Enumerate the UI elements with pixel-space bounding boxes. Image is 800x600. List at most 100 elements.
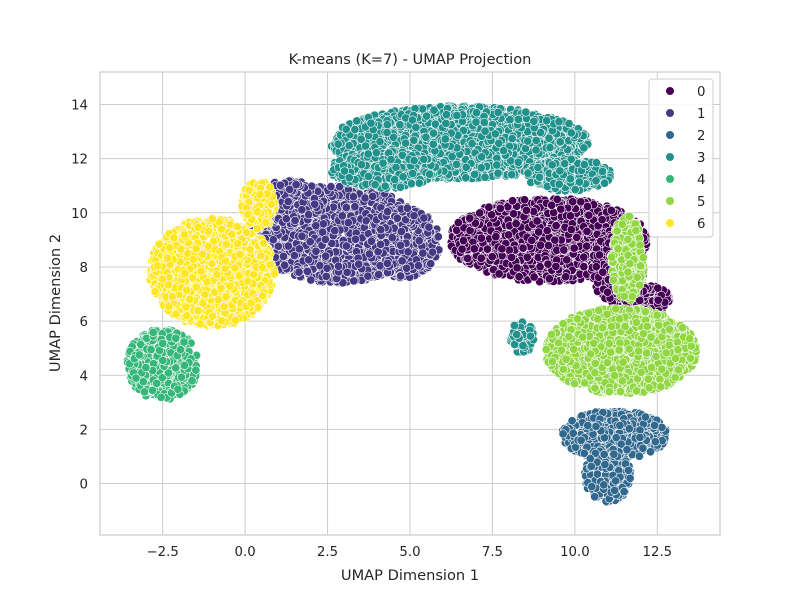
data-point <box>311 221 321 231</box>
data-point <box>536 240 546 250</box>
data-point <box>469 244 479 254</box>
data-point <box>297 231 307 241</box>
data-point <box>653 295 663 305</box>
data-point <box>465 213 475 223</box>
data-point <box>476 253 486 263</box>
data-point <box>283 241 293 251</box>
data-point <box>550 235 560 245</box>
data-point <box>458 236 468 246</box>
data-point <box>457 244 467 254</box>
data-point <box>453 218 463 228</box>
data-point <box>396 227 406 237</box>
data-point <box>350 202 360 212</box>
data-point <box>582 241 592 251</box>
data-point <box>426 259 436 269</box>
data-point <box>475 208 485 218</box>
data-point <box>562 255 572 265</box>
data-point <box>364 249 374 259</box>
data-point <box>522 252 532 262</box>
data-point <box>507 252 517 262</box>
data-point <box>413 261 423 271</box>
data-point <box>565 211 575 221</box>
data-point <box>486 210 496 220</box>
data-point <box>305 237 315 247</box>
data-point <box>368 191 378 201</box>
data-point <box>511 219 521 229</box>
data-point <box>306 275 316 285</box>
data-point <box>582 226 592 236</box>
data-point <box>579 252 589 262</box>
data-point <box>320 234 330 244</box>
data-point <box>280 260 290 270</box>
data-point <box>382 258 392 268</box>
data-point <box>418 248 428 258</box>
data-point <box>561 272 571 282</box>
data-point <box>507 196 517 206</box>
data-point <box>514 272 524 282</box>
data-point <box>283 197 293 207</box>
data-point <box>396 271 406 281</box>
data-point <box>348 192 358 202</box>
data-point <box>268 235 278 245</box>
data-point <box>584 210 594 220</box>
data-point <box>428 247 438 257</box>
data-point <box>333 261 343 271</box>
data-point <box>556 204 566 214</box>
data-point <box>275 180 285 190</box>
data-point <box>354 259 364 269</box>
data-point <box>594 250 604 260</box>
data-point <box>341 203 351 213</box>
data-point <box>491 232 501 242</box>
data-point <box>527 235 537 245</box>
data-point <box>424 222 434 232</box>
data-point <box>402 263 412 273</box>
data-point <box>278 251 288 261</box>
data-point <box>310 199 320 209</box>
data-point <box>569 243 579 253</box>
data-point <box>551 221 561 231</box>
data-point <box>374 269 384 279</box>
data-point <box>363 271 373 281</box>
data-point <box>566 225 576 235</box>
data-point <box>281 214 291 224</box>
data-point <box>382 207 392 217</box>
data-point <box>606 206 616 216</box>
data-point <box>360 193 370 203</box>
data-point <box>397 256 407 266</box>
data-point <box>341 241 351 251</box>
data-point <box>294 244 304 254</box>
data-point <box>504 230 514 240</box>
data-point <box>518 243 528 253</box>
data-point <box>433 232 443 242</box>
data-point <box>291 180 301 190</box>
data-point <box>463 253 473 263</box>
data-point <box>321 271 331 281</box>
data-point <box>603 287 613 297</box>
data-point <box>350 234 360 244</box>
data-point <box>321 251 331 261</box>
data-point <box>484 202 494 212</box>
data-point <box>476 233 486 243</box>
data-point <box>337 211 347 221</box>
data-point <box>482 244 492 254</box>
data-point <box>547 200 557 210</box>
data-point <box>495 203 505 213</box>
data-point <box>559 245 569 255</box>
data-point <box>529 272 539 282</box>
data-point <box>572 232 582 242</box>
data-point <box>343 218 353 228</box>
data-point <box>532 216 542 226</box>
data-point <box>497 244 507 254</box>
data-point <box>542 226 552 236</box>
data-point <box>322 263 332 273</box>
data-point <box>304 210 314 220</box>
data-point <box>597 215 607 225</box>
data-point <box>512 263 522 273</box>
scatter-points <box>122 101 701 507</box>
data-point <box>551 261 561 271</box>
data-point <box>535 262 545 272</box>
data-point <box>302 266 312 276</box>
data-point <box>304 255 314 265</box>
data-point <box>409 211 419 221</box>
